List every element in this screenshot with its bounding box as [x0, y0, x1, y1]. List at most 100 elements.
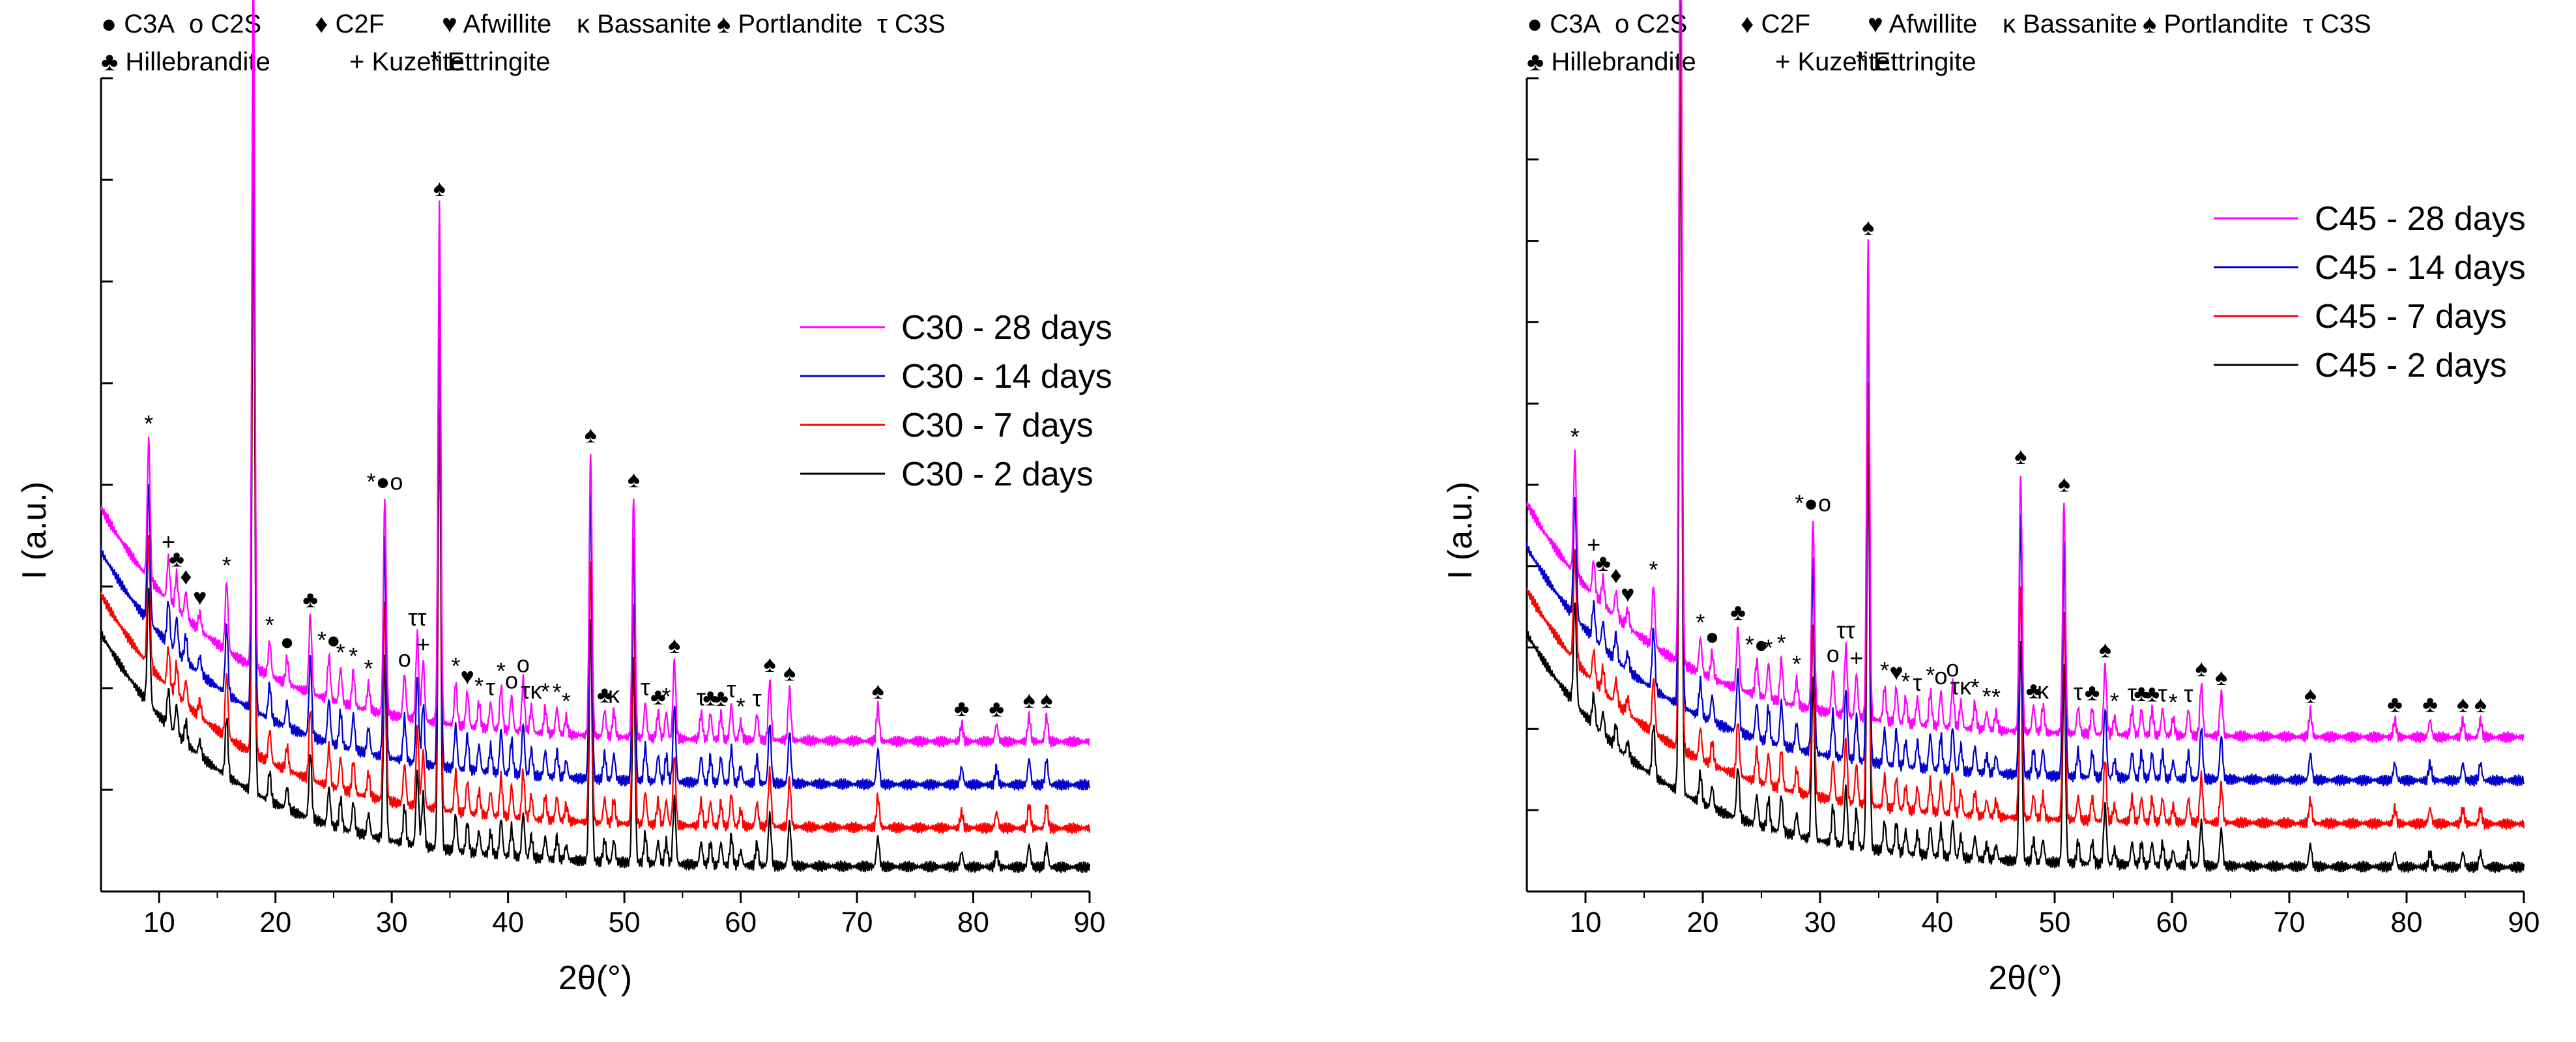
series-line	[1526, 0, 2525, 787]
symbol-key-entry: τ C3S	[877, 10, 946, 38]
legend-entry: C45 - 7 days	[2315, 298, 2507, 336]
peak-annotation: τκ	[1950, 673, 1972, 699]
series-line	[1526, 83, 2525, 874]
peak-annotation: *	[1901, 668, 1910, 695]
x-tick-label: 80	[957, 906, 989, 938]
peak-annotation: *	[1982, 683, 1991, 710]
peak-annotation: o	[1934, 663, 1947, 689]
legend-entry: C30 - 7 days	[901, 407, 1093, 444]
peak-annotation: o	[517, 650, 530, 677]
peak-annotation: ♣	[597, 681, 613, 708]
x-tick-label: 70	[2274, 906, 2306, 938]
symbol-key-entry: * Ettringite	[430, 48, 551, 76]
series-line	[100, 0, 1091, 791]
peak-annotation: ♠	[2474, 691, 2487, 717]
peak-annotation: ♥	[1889, 658, 1903, 685]
peak-annotation: *	[474, 673, 484, 699]
peak-annotation: τ	[2184, 680, 2193, 707]
peak-annotation: τ	[2074, 678, 2083, 705]
peak-annotation: *	[541, 678, 550, 704]
peak-annotation: *●	[317, 627, 341, 654]
x-tick-label: 50	[2039, 906, 2071, 938]
legend-entry: C30 - 14 days	[901, 358, 1112, 396]
peak-annotation: ♣	[2026, 676, 2042, 703]
peak-annotation: *	[562, 688, 571, 715]
peak-annotation: ♠	[764, 650, 776, 677]
x-tick-label: 90	[1074, 906, 1106, 938]
symbol-key-entry: ♠ Portlandite	[717, 10, 863, 38]
symbol-key-entry: * Ettringite	[1856, 48, 1976, 76]
xrd-panel-c45: ● C3A o C2S ♦ C2F ♥ Afwillite κ Bassanite ♠ P…	[1441, 0, 2540, 997]
x-tick-label: 60	[725, 906, 757, 938]
peak-annotation: ♣	[650, 683, 666, 710]
symbol-key-entry: ♣ Hillebrandite	[101, 48, 270, 76]
peak-annotation: *	[1649, 556, 1658, 583]
peak-annotation: *	[1991, 684, 2001, 710]
symbol-key-entry: ● C3A	[1527, 10, 1600, 38]
x-axis-label: 2θ(°)	[558, 959, 632, 997]
peak-annotation: ♠	[2457, 691, 2469, 717]
series-line	[100, 0, 1090, 748]
peak-annotation: o	[505, 667, 518, 693]
peak-annotation: +	[1849, 644, 1863, 671]
peak-annotation: τ	[1913, 669, 1922, 696]
x-tick-label: 60	[2156, 906, 2188, 938]
peak-annotation: τ	[486, 674, 495, 701]
peak-annotation: ♣	[2145, 680, 2160, 706]
peak-annotation: *	[1777, 630, 1786, 656]
peak-annotation: o	[1946, 655, 1959, 682]
symbol-key-entry: κ Bassanite	[577, 10, 712, 38]
symbol-key-entry: ♣ Hillebrandite	[1527, 48, 1696, 76]
peak-annotation: *	[736, 693, 745, 720]
peak-annotation: ♠	[2014, 442, 2027, 469]
peak-annotation: ♠	[2058, 470, 2070, 497]
peak-annotation: ♠	[783, 659, 796, 686]
symbol-key-entry: ♠ Portlandite	[2143, 10, 2289, 38]
peak-annotation: ♣	[989, 695, 1004, 721]
peak-annotation: τ	[2158, 680, 2167, 707]
peak-annotation: τκ	[521, 677, 542, 704]
symbol-key-entry: o C2S	[189, 10, 261, 38]
x-tick-label: 40	[492, 906, 524, 938]
peak-annotation: ♣	[169, 545, 184, 572]
peak-annotation: *	[451, 653, 460, 680]
peak-annotation: ♣	[713, 684, 729, 711]
x-tick-label: 40	[1922, 906, 1954, 938]
legend-entry: C30 - 28 days	[901, 309, 1112, 347]
peak-annotation: *	[144, 411, 153, 437]
x-tick-label: 70	[841, 906, 873, 938]
peak-annotation: *	[349, 643, 358, 669]
peak-annotation: ♣	[2422, 691, 2438, 717]
peak-annotation: *	[2169, 689, 2178, 716]
peak-annotation: *	[1570, 424, 1580, 450]
x-tick-label: 80	[2391, 906, 2423, 938]
peak-annotation: *	[2110, 687, 2119, 714]
peak-annotation: τ	[641, 674, 650, 701]
x-tick-label: 10	[1570, 906, 1602, 938]
legend-entry: C45 - 2 days	[2315, 347, 2507, 384]
peak-annotation: *●	[1745, 631, 1769, 658]
peak-annotation: ♠	[2304, 682, 2317, 708]
x-tick-label: 10	[143, 906, 175, 938]
symbol-key-entry: ♥ Afwillite	[442, 10, 551, 38]
peak-annotation: *	[1764, 635, 1773, 661]
peak-annotation: ♠	[1023, 686, 1035, 713]
peak-annotation: ●	[280, 628, 295, 655]
symbol-key-entry: ● C3A	[101, 10, 175, 38]
peak-annotation: κ	[2037, 677, 2049, 704]
peak-annotation: *●o	[1795, 489, 1831, 516]
peak-annotation: *	[1926, 661, 1935, 688]
peak-annotation: ♣	[1730, 599, 1746, 626]
peak-annotation: *	[265, 612, 274, 639]
legend-entry: C45 - 28 days	[2315, 200, 2526, 238]
peak-annotation: ♥	[193, 583, 207, 610]
peak-annotation: *	[364, 655, 373, 682]
x-tick-label: 30	[1804, 906, 1836, 938]
peak-annotation: ♣	[2387, 690, 2403, 717]
peak-annotation: ♣	[1595, 549, 1611, 576]
peak-annotation: ♠	[628, 466, 640, 493]
peak-annotation: ♠	[2215, 663, 2227, 690]
peak-annotation: *●o	[367, 468, 403, 495]
peak-annotation: *	[1971, 674, 1980, 701]
